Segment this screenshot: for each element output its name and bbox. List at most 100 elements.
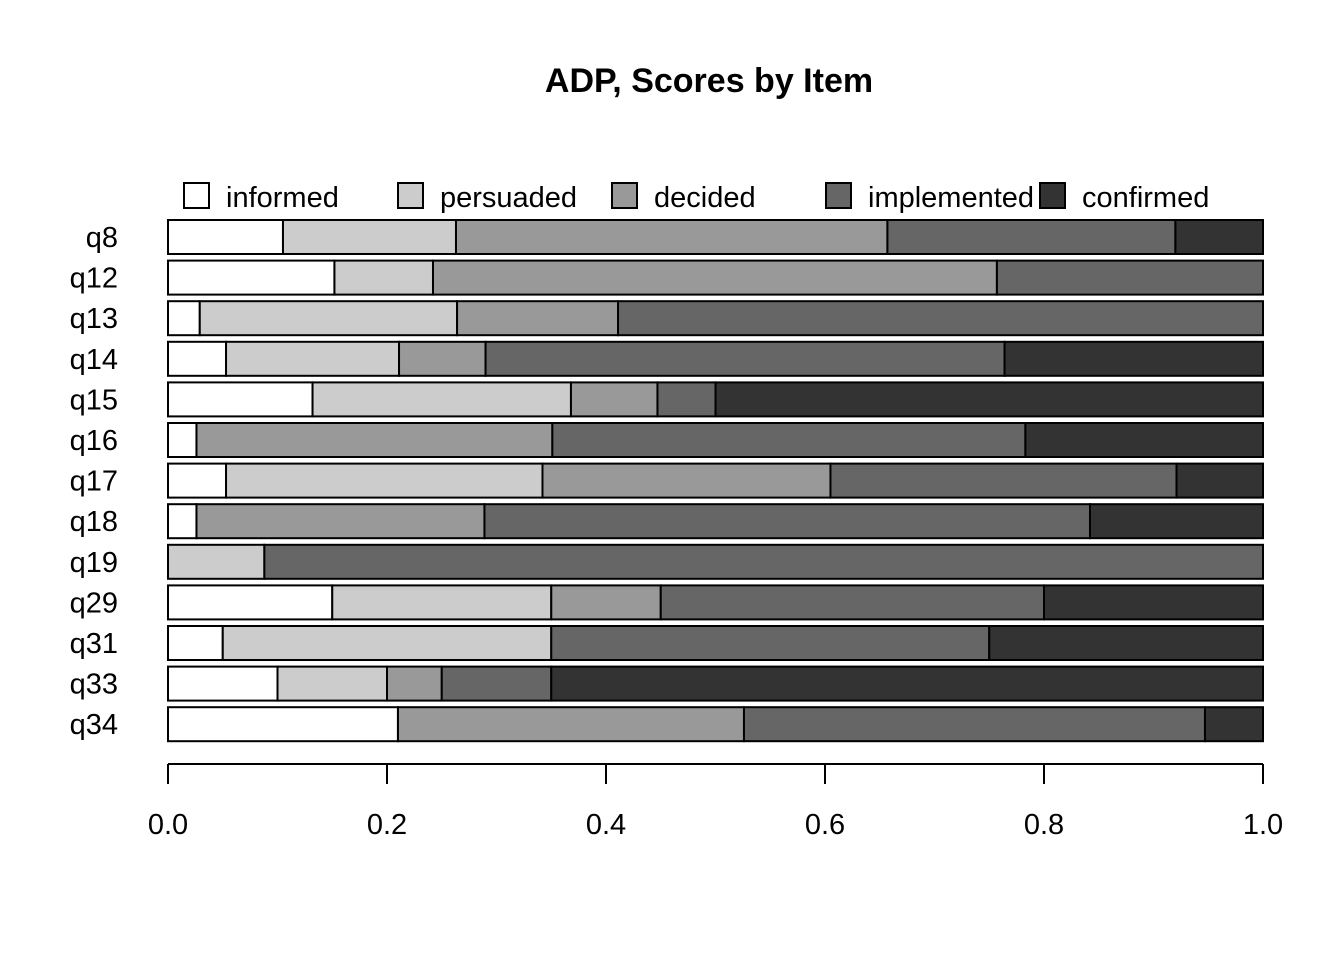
bar-row-q33 <box>167 665 1264 702</box>
x-tick-label-2: 0.4 <box>586 809 626 841</box>
category-label-q33: q33 <box>70 669 118 701</box>
bar-segment-q33-persuaded <box>276 665 388 702</box>
bar-segment-q18-confirmed <box>1088 503 1264 540</box>
bar-segment-q16-confirmed <box>1024 422 1265 458</box>
x-tick-label-0: 0.0 <box>148 809 188 841</box>
bar-row-q14 <box>167 340 1265 377</box>
bar-segment-q29-persuaded <box>331 584 553 621</box>
bar-segment-q33-informed <box>167 665 279 702</box>
bar-row-q12 <box>167 259 1264 296</box>
bar-row-q34 <box>167 706 1264 743</box>
bar-segment-q34-implemented <box>742 706 1206 743</box>
bar-row-q15 <box>167 381 1264 418</box>
bar-segment-q8-confirmed <box>1174 219 1265 255</box>
x-tick-label-1: 0.2 <box>367 809 407 841</box>
category-label-q13: q13 <box>70 303 118 335</box>
bar-segment-q15-decided <box>569 381 659 418</box>
bars <box>167 219 1265 743</box>
bar-row-q18 <box>167 503 1264 540</box>
bar-segment-q15-confirmed <box>714 381 1264 418</box>
x-tick-label-4: 0.8 <box>1024 809 1064 841</box>
bar-row-q17 <box>167 462 1264 499</box>
category-label-q8: q8 <box>86 222 118 254</box>
legend-label-informed: informed <box>226 182 339 214</box>
bar-segment-q12-decided <box>431 259 998 296</box>
category-label-q14: q14 <box>70 344 118 376</box>
bar-segment-q14-implemented <box>484 340 1006 377</box>
legend-swatch-persuaded <box>397 182 424 209</box>
bar-segment-q12-informed <box>167 259 336 296</box>
x-tick-label-3: 0.6 <box>805 809 845 841</box>
bar-segment-q34-informed <box>167 706 399 743</box>
bar-segment-q17-implemented <box>829 462 1178 499</box>
legend-swatch-informed <box>183 182 210 209</box>
bar-segment-q13-implemented <box>617 300 1264 337</box>
bar-segment-q15-informed <box>167 381 314 418</box>
bar-segment-q16-informed <box>167 422 198 458</box>
x-tick-label-5: 1.0 <box>1243 809 1283 841</box>
bar-segment-q33-decided <box>386 665 443 702</box>
bar-segment-q19-persuaded <box>167 543 266 580</box>
category-label-q16: q16 <box>70 425 118 457</box>
category-label-q29: q29 <box>70 587 118 619</box>
bar-segment-q18-decided <box>195 503 486 540</box>
legend-label-confirmed: confirmed <box>1082 182 1209 214</box>
bar-row-q31 <box>167 625 1264 661</box>
bar-row-q16 <box>167 422 1265 458</box>
bar-segment-q17-confirmed <box>1175 462 1264 499</box>
category-label-q31: q31 <box>70 628 118 660</box>
bar-segment-q17-decided <box>541 462 832 499</box>
bar-segment-q15-persuaded <box>311 381 572 418</box>
bar-segment-q29-implemented <box>659 584 1045 621</box>
bar-segment-q18-informed <box>167 503 198 540</box>
bar-segment-q34-confirmed <box>1203 706 1264 743</box>
category-label-q17: q17 <box>70 466 118 498</box>
category-label-q12: q12 <box>70 263 118 295</box>
bar-segment-q31-persuaded <box>221 625 553 661</box>
bar-segment-q31-implemented <box>550 625 991 661</box>
category-label-q19: q19 <box>70 547 118 579</box>
bar-segment-q31-confirmed <box>988 625 1264 661</box>
bar-segment-q14-informed <box>167 340 228 377</box>
bar-segment-q12-persuaded <box>333 259 434 296</box>
bar-segment-q15-implemented <box>656 381 717 418</box>
legend-swatch-decided <box>611 182 638 209</box>
bar-segment-q31-informed <box>167 625 224 661</box>
bar-segment-q33-confirmed <box>550 665 1264 702</box>
category-labels: q8 q12 q13 q14 q15 q16 q17 q18 q19 q29 q31 q33 q34 <box>70 222 118 741</box>
category-label-q18: q18 <box>70 506 118 538</box>
bar-segment-q16-implemented <box>551 422 1027 458</box>
bar-segment-q16-decided <box>195 422 554 458</box>
bar-row-q29 <box>167 584 1264 621</box>
legend: informed persuaded decided implemented confi… <box>183 182 1209 214</box>
bar-row-q8 <box>167 219 1265 255</box>
bar-segment-q14-confirmed <box>1003 340 1265 377</box>
bar-segment-q34-decided <box>396 706 745 743</box>
bar-segment-q8-decided <box>454 219 889 255</box>
bar-segment-q18-implemented <box>483 503 1091 540</box>
bar-segment-q13-decided <box>456 300 620 337</box>
bar-segment-q17-informed <box>167 462 228 499</box>
bar-segment-q19-implemented <box>263 543 1264 580</box>
bar-segment-q33-implemented <box>440 665 553 702</box>
bar-segment-q8-informed <box>167 219 284 255</box>
bar-segment-q8-persuaded <box>281 219 457 255</box>
bar-segment-q14-decided <box>398 340 487 377</box>
bar-segment-q8-implemented <box>886 219 1177 255</box>
bar-segment-q17-persuaded <box>225 462 544 499</box>
legend-swatch-implemented <box>825 182 852 209</box>
legend-swatch-confirmed <box>1039 182 1066 209</box>
bar-segment-q29-informed <box>167 584 334 621</box>
legend-label-decided: decided <box>654 182 756 214</box>
bar-segment-q29-confirmed <box>1043 584 1264 621</box>
bar-segment-q12-implemented <box>995 259 1264 296</box>
legend-label-implemented: implemented <box>868 182 1034 214</box>
bar-row-q19 <box>167 543 1264 580</box>
bar-row-q13 <box>167 300 1264 337</box>
category-label-q34: q34 <box>70 709 118 741</box>
chart-title: ADP, Scores by Item <box>545 62 873 100</box>
category-label-q15: q15 <box>70 384 118 416</box>
bar-segment-q29-decided <box>550 584 662 621</box>
